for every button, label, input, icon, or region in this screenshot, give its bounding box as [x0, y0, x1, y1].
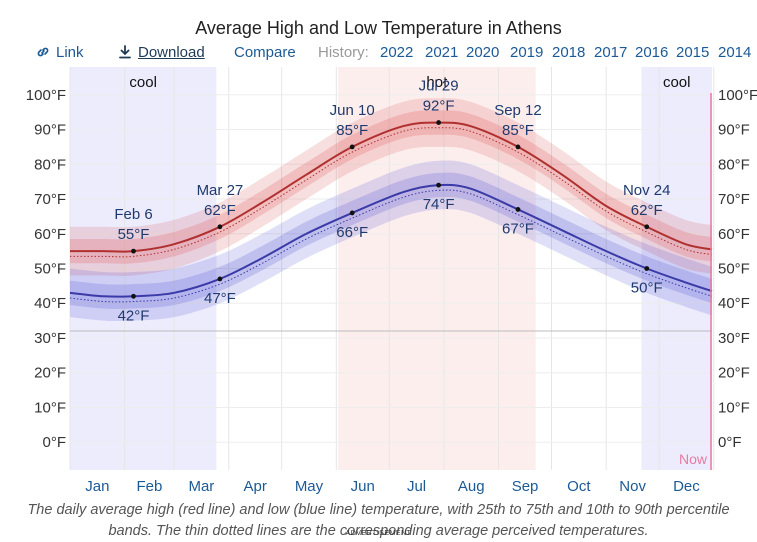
y-tick-left-8: 80°F [34, 156, 66, 173]
history-year-2016[interactable]: 2016 [635, 44, 669, 61]
y-tick-left-7: 70°F [34, 191, 66, 208]
annotation-dot-11 [644, 266, 650, 271]
history-year-2022[interactable]: 2022 [380, 44, 414, 61]
history-year-2015[interactable]: 2015 [676, 44, 710, 61]
y-tick-right-4: 40°F [718, 295, 750, 312]
y-tick-right-0: 0°F [718, 434, 742, 451]
y-tick-left-9: 90°F [34, 122, 66, 139]
annotation-value-0: 55°F [118, 226, 150, 243]
advertisement-label: ADVERTISEMENT [345, 530, 412, 537]
link-icon [37, 47, 49, 57]
annotation-value-2: 62°F [204, 202, 236, 219]
annotation-date-0: Feb 6 [114, 206, 152, 223]
annotation-dot-6 [436, 120, 442, 125]
link-button[interactable]: Link [36, 44, 84, 61]
month-label-jun: Jun [351, 478, 375, 495]
chart-caption: The daily average high (red line) and lo… [27, 502, 730, 539]
temperature-chart: cool hot cool 0°F 0°F 10°F 10°F 20°F 20°F 30°F 30°… [26, 67, 757, 495]
y-tick-right-8: 80°F [718, 156, 750, 173]
month-label-jul: Jul [407, 478, 426, 495]
annotation-date-6: Jul 29 [419, 78, 459, 95]
annotation-value-9: 67°F [502, 220, 534, 237]
annotation-value-4: 85°F [336, 122, 368, 139]
y-tick-right-1: 10°F [718, 399, 750, 416]
high-perceived-line [69, 127, 713, 258]
y-tick-right-9: 90°F [718, 122, 750, 139]
high-line [70, 121, 713, 253]
annotation-dot-1 [131, 293, 136, 299]
download-button[interactable]: Download [118, 44, 205, 61]
history-year-2021[interactable]: 2021 [425, 44, 459, 61]
annotation-date-2: Mar 27 [197, 182, 244, 199]
compare-button[interactable]: Compare [234, 44, 296, 61]
annotation-dot-2 [217, 224, 223, 230]
low-perceived-line [69, 189, 713, 303]
annotation-value-3: 47°F [204, 290, 236, 307]
annotation-date-10: Nov 24 [623, 182, 671, 199]
annotation-value-11: 50°F [631, 280, 663, 297]
annotation-date-8: Sep 12 [494, 102, 542, 119]
annotation-date-4: Jun 10 [330, 102, 375, 119]
high-band-10-90 [70, 98, 712, 276]
month-label-feb: Feb [136, 478, 162, 495]
month-label-sep: Sep [512, 478, 539, 495]
y-tick-left-4: 40°F [34, 295, 66, 312]
annotation-value-5: 66°F [336, 224, 368, 241]
month-label-mar: Mar [188, 478, 214, 495]
page-title: Average High and Low Temperature in Athe… [195, 18, 562, 38]
annotation-dot-10 [644, 224, 650, 230]
history-year-2019[interactable]: 2019 [510, 44, 544, 61]
y-tick-left-1: 10°F [34, 399, 66, 416]
annotation-dot-5 [349, 210, 355, 216]
month-label-apr: Apr [244, 478, 267, 495]
y-tick-left-2: 20°F [34, 365, 66, 382]
annotation-dot-9 [515, 207, 521, 212]
y-tick-right-10: 100°F [718, 87, 757, 104]
history-year-2018[interactable]: 2018 [552, 44, 586, 61]
annotation-dot-3 [217, 276, 223, 282]
annotation-value-1: 42°F [118, 307, 150, 324]
low-line [69, 183, 713, 298]
now-label: Now [679, 451, 708, 467]
history-year-2020[interactable]: 2020 [466, 44, 500, 61]
y-tick-right-6: 60°F [718, 226, 750, 243]
annotation-value-7: 74°F [423, 196, 455, 213]
month-label-aug: Aug [458, 478, 485, 495]
download-label: Download [138, 44, 205, 61]
season-label-1: hot [426, 74, 448, 91]
y-tick-right-2: 20°F [718, 365, 750, 382]
annotation-dot-0 [131, 248, 136, 254]
link-label: Link [56, 44, 84, 61]
y-tick-right-5: 50°F [718, 261, 750, 278]
history-year-2017[interactable]: 2017 [594, 44, 628, 61]
history-year-2014[interactable]: 2014 [718, 44, 752, 61]
high-band-25-75 [70, 110, 712, 264]
season-label-2: cool [663, 74, 691, 91]
annotation-value-10: 62°F [631, 202, 663, 219]
toolbar: Link Download Compare History: 2022 2021 2… [0, 44, 757, 64]
annotation-value-6: 92°F [423, 98, 455, 115]
y-tick-left-0: 0°F [42, 434, 66, 451]
month-label-may: May [295, 478, 324, 495]
y-tick-left-6: 60°F [34, 226, 66, 243]
y-tick-left-3: 30°F [34, 330, 66, 347]
month-label-oct: Oct [567, 478, 591, 495]
month-label-jan: Jan [85, 478, 109, 495]
compare-label: Compare [234, 44, 296, 61]
annotation-dot-8 [515, 144, 521, 150]
month-label-nov: Nov [619, 478, 646, 495]
season-label-0: cool [129, 74, 157, 91]
annotation-dot-7 [436, 182, 442, 188]
month-label-dec: Dec [673, 478, 700, 495]
y-tick-left-10: 100°F [26, 87, 66, 104]
download-icon [119, 45, 131, 59]
y-tick-left-5: 50°F [34, 261, 66, 278]
annotation-dot-4 [349, 144, 355, 150]
y-tick-right-3: 30°F [718, 330, 750, 347]
history-label: History: [318, 44, 369, 61]
low-band-10-90 [70, 160, 712, 322]
annotation-value-8: 85°F [502, 122, 534, 139]
y-tick-right-7: 70°F [718, 191, 750, 208]
